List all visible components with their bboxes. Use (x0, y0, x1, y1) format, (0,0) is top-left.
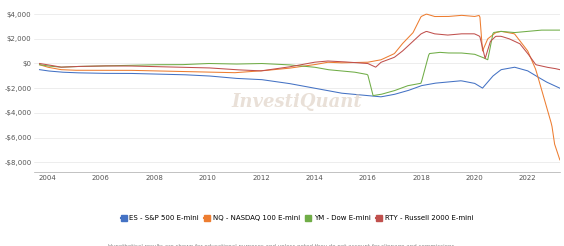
Text: Hypothetical results are shown for educational purposes and unless noted they do: Hypothetical results are shown for educa… (108, 245, 456, 246)
Text: InvestiQuant: InvestiQuant (232, 93, 363, 111)
Legend: ES - S&P 500 E-mini, NQ - NASDAQ 100 E-mini, YM - Dow E-mini, RTY - Russell 2000: ES - S&P 500 E-mini, NQ - NASDAQ 100 E-m… (118, 213, 476, 224)
